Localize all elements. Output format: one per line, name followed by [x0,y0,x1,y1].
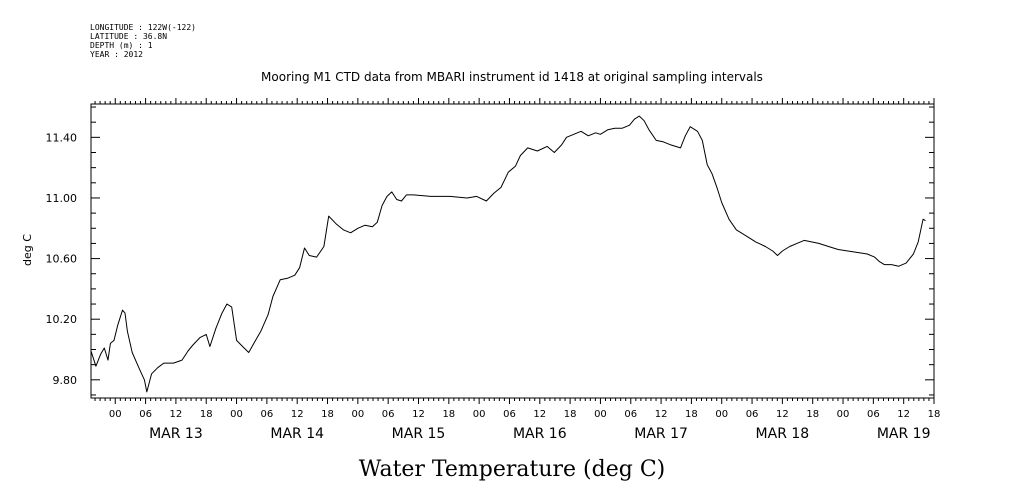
x-hour-label: 18 [200,409,213,420]
x-axis-hour-labels: 00 06 12 18 00 06 12 18 00 06 12 18 00 06 12 18 00 06 12 18… [109,409,940,420]
temperature-series-line [90,115,926,393]
x-hour-label: 00 [715,409,728,420]
x-hour-label: 12 [533,409,546,420]
x-hour-label: 12 [776,409,789,420]
y-tick-label: 11.00 [46,192,78,205]
x-hour-label: 00 [594,409,607,420]
plot-frame [90,103,935,399]
x-hour-label: 12 [655,409,668,420]
x-hour-label: 18 [321,409,334,420]
x-day-label: MAR 16 [513,426,567,442]
x-hour-label: 12 [291,409,304,420]
x-hour-label: 12 [412,409,425,420]
x-hour-label: 18 [685,409,698,420]
y-tick-label: 10.60 [46,253,78,266]
x-hour-label: 06 [624,409,637,420]
x-hour-label: 00 [837,409,850,420]
x-axis-title: Water Temperature (deg C) [359,457,666,482]
x-hour-label: 18 [806,409,819,420]
metadata-line: YEAR : 2012 [90,50,143,59]
y-tick-label: 11.40 [46,131,78,144]
metadata-line: LATITUDE : 36.8N [90,32,167,41]
x-day-label: MAR 17 [634,426,688,442]
x-hour-label: 18 [928,409,941,420]
y-tick-label: 10.20 [46,313,78,326]
metadata-line: LONGITUDE : 122W(-122) [90,23,196,32]
x-hour-label: 00 [230,409,243,420]
x-day-label: MAR 13 [149,426,203,442]
x-hour-label: 06 [746,409,759,420]
x-hour-label: 06 [261,409,274,420]
x-hour-label: 18 [564,409,577,420]
x-hour-label: 00 [351,409,364,420]
y-axis-ticks: 9.80 10.20 10.60 11.00 11.40 [46,106,934,396]
x-day-label: MAR 15 [392,426,446,442]
x-hour-label: 12 [170,409,183,420]
x-hour-label: 12 [897,409,910,420]
x-hour-label: 06 [382,409,395,420]
metadata-line: DEPTH (m) : 1 [90,41,153,50]
y-tick-label: 9.80 [53,374,78,387]
x-axis-ticks [94,98,935,404]
x-hour-label: 00 [473,409,486,420]
x-hour-label: 00 [109,409,122,420]
x-day-label: MAR 18 [756,426,810,442]
chart-title: Mooring M1 CTD data from MBARI instrumen… [261,70,763,84]
x-day-label: MAR 14 [270,426,324,442]
x-axis-day-labels: MAR 13 MAR 14 MAR 15 MAR 16 MAR 17 MAR 18 MAR … [149,426,930,442]
x-hour-label: 06 [503,409,516,420]
x-hour-label: 06 [139,409,152,420]
y-axis-label: deg C [21,234,34,266]
x-hour-label: 06 [867,409,880,420]
x-hour-label: 18 [442,409,455,420]
x-day-label: MAR 19 [877,426,931,442]
metadata-block: LONGITUDE : 122W(-122)LATITUDE : 36.8NDE… [90,23,196,59]
